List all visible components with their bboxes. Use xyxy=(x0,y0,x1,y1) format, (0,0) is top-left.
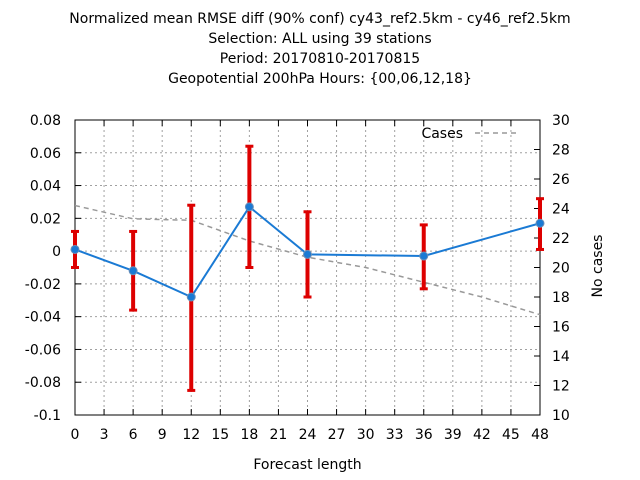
y2-tick-label: 10 xyxy=(552,408,570,424)
y2-axis-label: No cases xyxy=(590,234,606,298)
y-tick-label: -0.06 xyxy=(25,342,61,358)
x-tick-label: 36 xyxy=(415,427,433,443)
y-tick-label: -0.04 xyxy=(25,310,61,326)
y-tick-label: -0.02 xyxy=(25,277,61,293)
x-tick-label: 42 xyxy=(473,427,491,443)
y2-tick-label: 18 xyxy=(552,290,570,306)
x-tick-label: 6 xyxy=(129,427,138,443)
x-tick-label: 15 xyxy=(211,427,229,443)
x-tick-label: 21 xyxy=(270,427,288,443)
x-axis-label: Forecast length xyxy=(253,457,362,473)
y-tick-label: -0.1 xyxy=(34,408,61,424)
data-point xyxy=(186,292,196,302)
data-point xyxy=(535,218,545,228)
x-tick-label: 9 xyxy=(158,427,167,443)
legend-label-cases: Cases xyxy=(421,126,463,142)
x-tick-label: 33 xyxy=(386,427,404,443)
chart-title-line-1: Normalized mean RMSE diff (90% conf) cy4… xyxy=(69,11,571,27)
y-tick-label: 0.08 xyxy=(30,113,61,129)
chart-title-line-3: Period: 20170810-20170815 xyxy=(219,51,421,67)
x-tick-label: 3 xyxy=(100,427,109,443)
y-tick-label: 0.02 xyxy=(30,211,61,227)
x-tick-label: 12 xyxy=(182,427,200,443)
x-tick-label: 0 xyxy=(71,427,80,443)
data-point xyxy=(244,202,254,212)
x-tick-label: 45 xyxy=(502,427,520,443)
y2-tick-label: 26 xyxy=(552,172,570,188)
y-tick-label: 0 xyxy=(52,244,61,260)
cases-line xyxy=(74,204,541,316)
y2-tick-label: 24 xyxy=(552,202,570,218)
x-tick-label: 18 xyxy=(240,427,258,443)
data-point xyxy=(128,266,138,276)
y2-tick-label: 30 xyxy=(552,113,570,129)
y2-tick-label: 14 xyxy=(552,349,570,365)
x-tick-label: 39 xyxy=(444,427,462,443)
y-tick-label: 0.06 xyxy=(30,146,61,162)
y2-tick-label: 20 xyxy=(552,261,570,277)
y2-tick-label: 22 xyxy=(552,231,570,247)
data-point xyxy=(419,251,429,261)
chart-title-line-2: Selection: ALL using 39 stations xyxy=(208,31,432,47)
y2-tick-label: 12 xyxy=(552,379,570,395)
y2-tick-label: 16 xyxy=(552,320,570,336)
chart-title-line-4: Geopotential 200hPa Hours: {00,06,12,18} xyxy=(168,71,472,87)
x-tick-label: 27 xyxy=(328,427,346,443)
x-tick-label: 48 xyxy=(531,427,549,443)
data-point xyxy=(70,244,80,254)
y-tick-label: 0.04 xyxy=(30,179,61,195)
y-tick-label: -0.08 xyxy=(25,375,61,391)
data-point xyxy=(303,249,312,259)
y2-tick-label: 28 xyxy=(552,143,570,159)
x-tick-label: 24 xyxy=(299,427,317,443)
x-tick-label: 30 xyxy=(357,427,375,443)
